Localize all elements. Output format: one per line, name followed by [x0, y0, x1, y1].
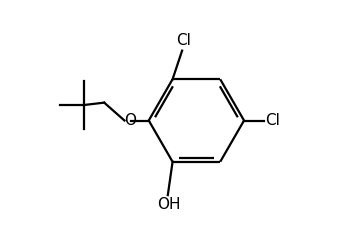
Text: OH: OH — [157, 197, 181, 213]
Text: O: O — [124, 113, 136, 128]
Text: Cl: Cl — [176, 33, 191, 48]
Text: Cl: Cl — [265, 113, 280, 128]
